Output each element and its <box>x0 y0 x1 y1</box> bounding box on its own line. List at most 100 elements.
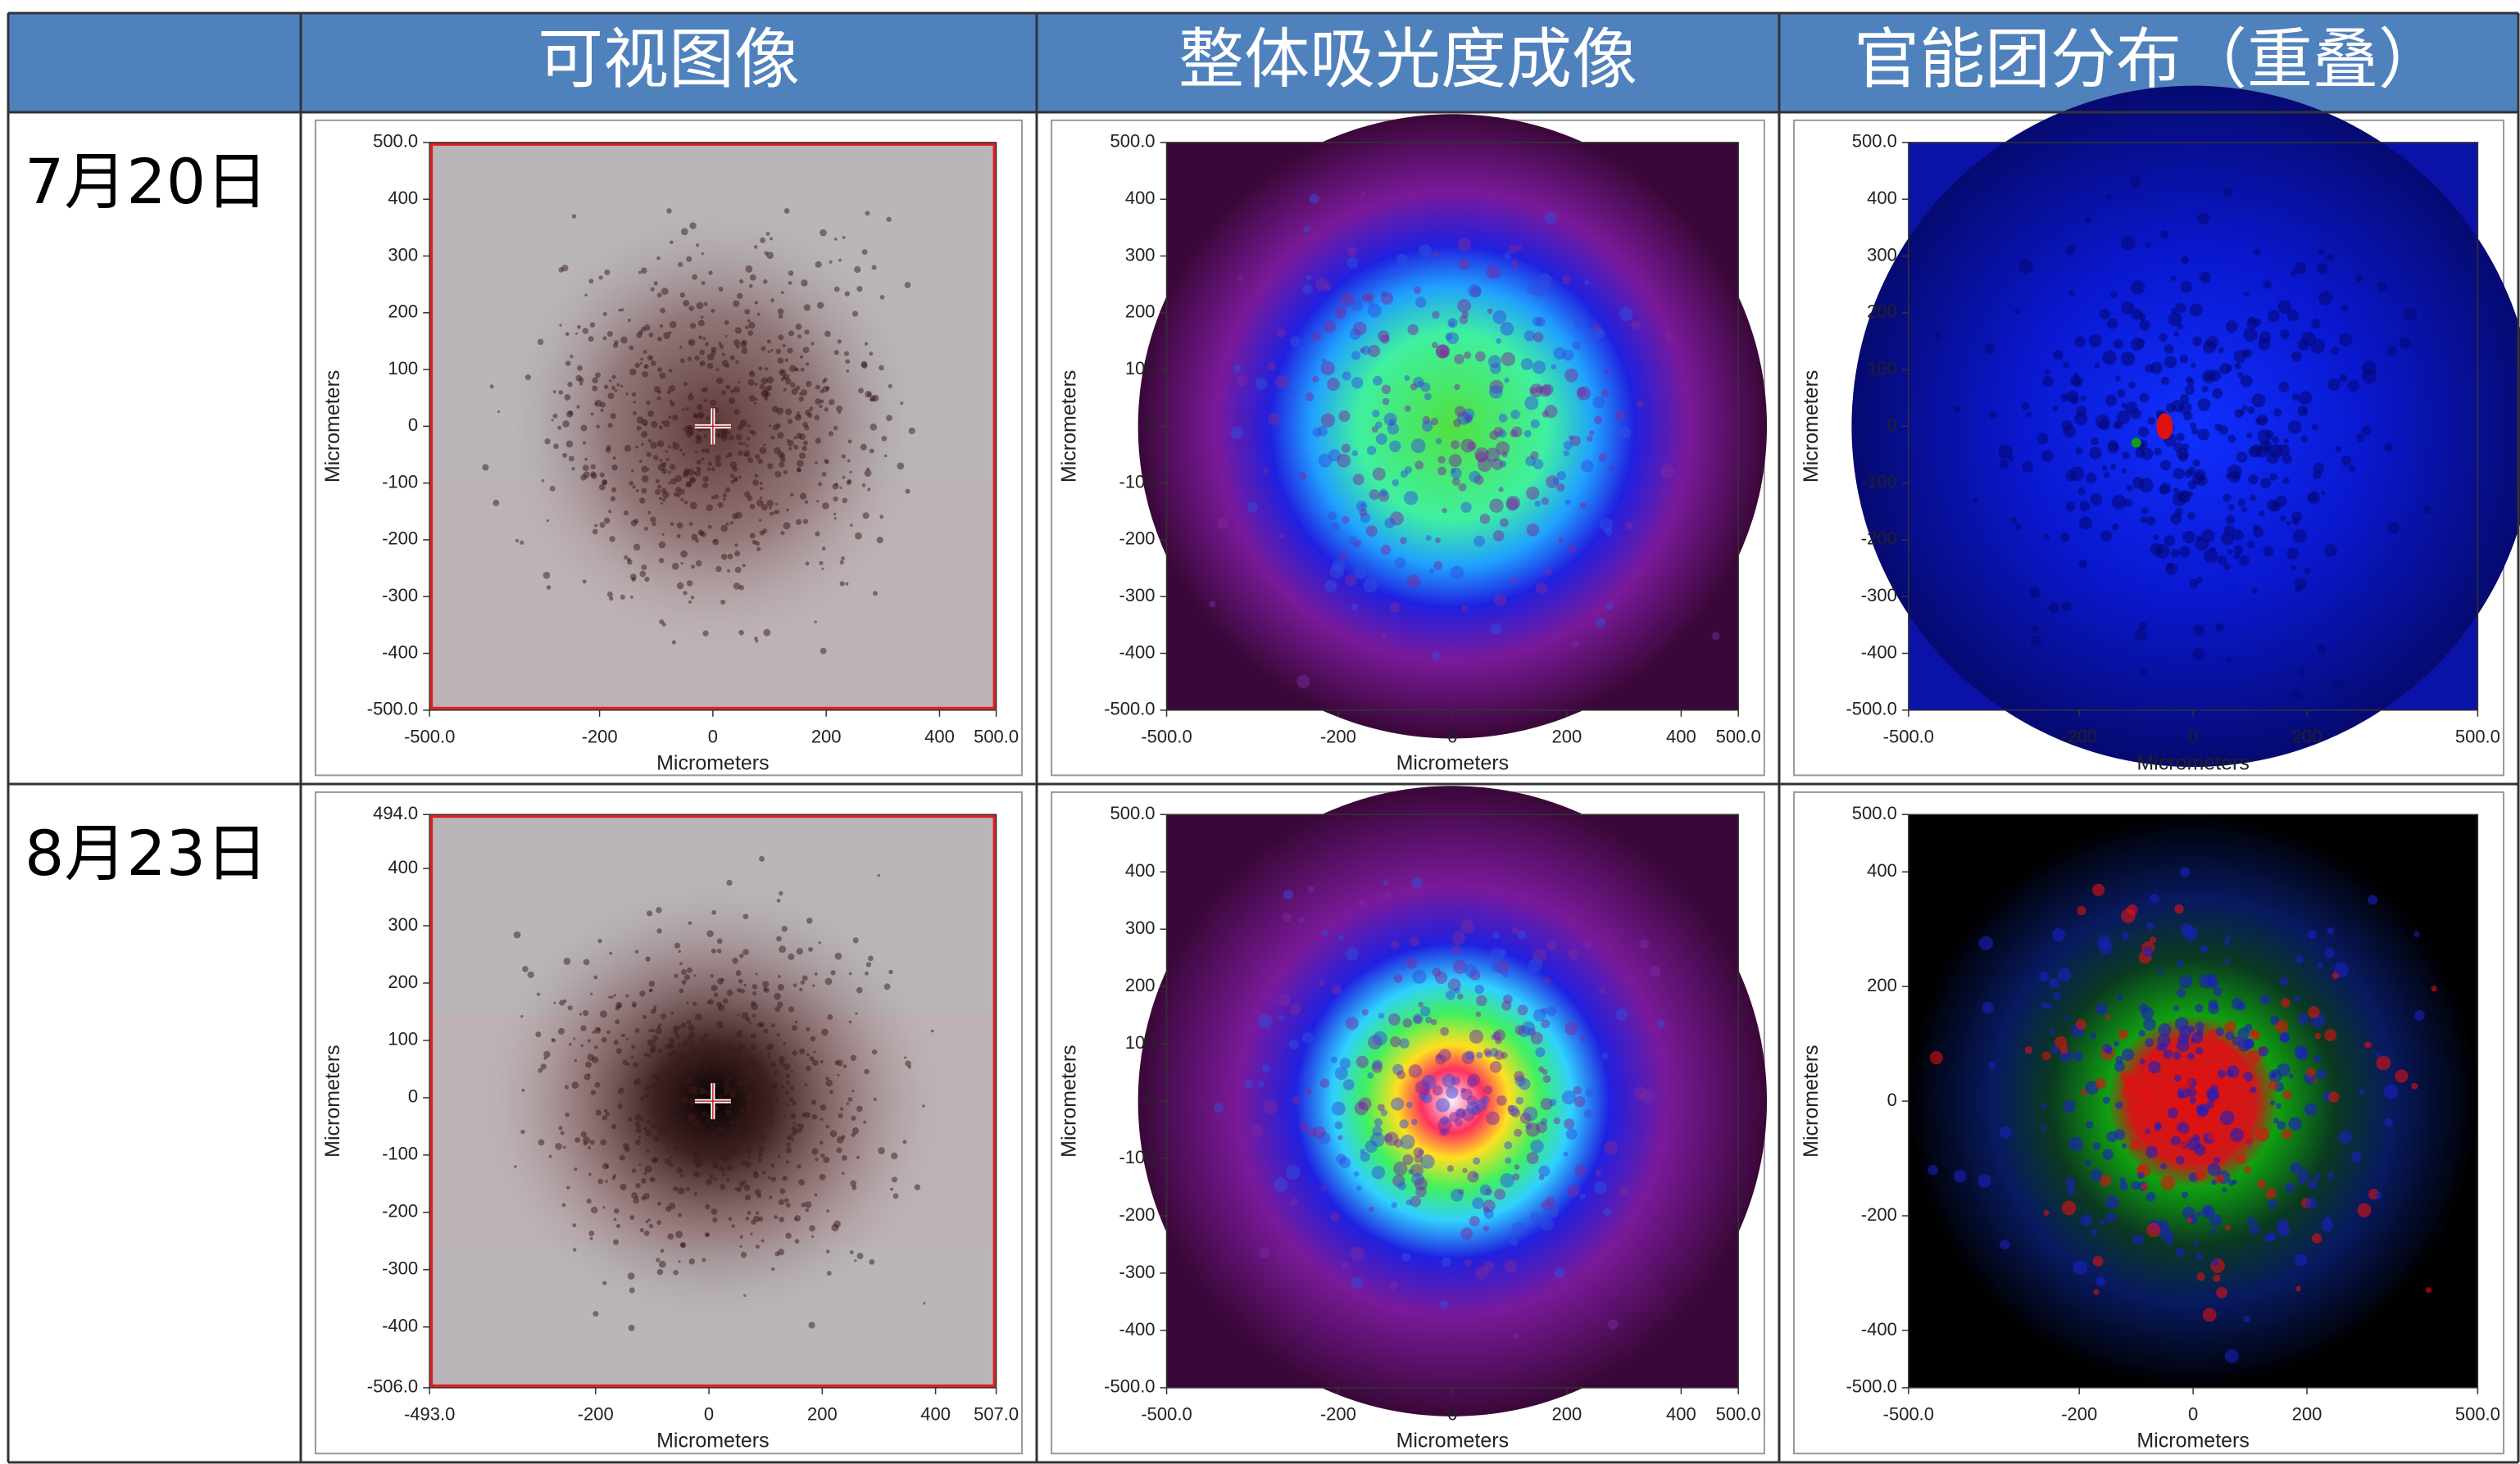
y-tick-label: -200 <box>1119 528 1156 549</box>
speck <box>801 1113 806 1117</box>
blob <box>1298 918 1304 923</box>
speck <box>604 518 611 524</box>
speck <box>620 1184 627 1190</box>
blob <box>1458 258 1469 270</box>
speck <box>830 1131 838 1138</box>
speck <box>652 1122 658 1129</box>
blob <box>1278 994 1290 1006</box>
speck <box>777 1001 783 1007</box>
blob <box>2196 1272 2204 1280</box>
speck <box>635 950 638 954</box>
blob <box>1440 1027 1449 1036</box>
blob <box>1343 1079 1355 1090</box>
speck <box>710 1175 715 1180</box>
speck <box>650 989 653 992</box>
speck <box>838 1113 843 1118</box>
y-tick-label: -300 <box>382 1258 418 1279</box>
blob <box>2214 987 2223 996</box>
speck <box>717 433 723 438</box>
blob <box>1409 1064 1423 1078</box>
blob <box>2348 380 2359 392</box>
blob <box>1280 533 1285 538</box>
speck <box>879 514 883 519</box>
y-tick-label: -300 <box>1861 585 1897 605</box>
blob <box>1568 949 1579 960</box>
speck <box>825 460 829 465</box>
speck <box>749 1022 751 1024</box>
speck <box>662 533 665 536</box>
speck <box>776 424 781 428</box>
speck <box>671 1049 677 1055</box>
blob <box>2141 507 2149 514</box>
speck <box>711 985 718 991</box>
blob <box>2294 995 2300 1002</box>
speck <box>653 1135 660 1142</box>
speck <box>729 435 734 441</box>
blob <box>1473 1158 1480 1165</box>
speck <box>611 496 615 501</box>
blob <box>1603 1208 1611 1216</box>
blob <box>2318 248 2324 255</box>
speck <box>835 953 842 960</box>
speck <box>683 591 687 595</box>
blob <box>1982 1001 1994 1013</box>
speck <box>779 891 783 895</box>
speck <box>743 1185 750 1191</box>
speck <box>779 462 784 468</box>
blob <box>2195 1253 2202 1259</box>
speck <box>794 1215 801 1222</box>
blob <box>2105 394 2118 406</box>
blob <box>1504 1141 1512 1149</box>
speck <box>765 367 768 370</box>
blob <box>1452 931 1465 945</box>
speck <box>891 1153 897 1159</box>
blob <box>1601 390 1609 397</box>
speck <box>659 542 666 549</box>
blob <box>1989 411 1997 419</box>
speck <box>688 921 692 925</box>
x-tick-label: 0 <box>704 1404 714 1425</box>
blob <box>2117 389 2125 397</box>
blob <box>2113 444 2118 450</box>
blob <box>1392 1202 1397 1208</box>
speck <box>790 1113 796 1119</box>
speck <box>767 339 771 343</box>
blob <box>1934 333 1941 340</box>
y-tick-label: -400 <box>1119 641 1156 662</box>
speck <box>783 1115 786 1117</box>
blob <box>2317 644 2327 654</box>
blob <box>2060 533 2070 542</box>
blob <box>1510 410 1520 419</box>
blob <box>2079 501 2090 511</box>
speck <box>652 1083 657 1089</box>
speck <box>689 1145 693 1149</box>
blob <box>1306 274 1312 280</box>
blob <box>1353 322 1367 336</box>
speck <box>702 1111 706 1116</box>
blob <box>1346 256 1358 268</box>
blob <box>2300 435 2308 442</box>
speck <box>670 241 674 245</box>
speck <box>765 988 770 993</box>
y-tick-label: -300 <box>382 585 418 605</box>
blob <box>1557 471 1566 480</box>
speck <box>740 419 747 427</box>
blob <box>1609 465 1614 470</box>
blob <box>2041 1104 2046 1109</box>
x-axis-label: Micrometers <box>1396 1430 1510 1453</box>
blob <box>2115 1101 2123 1108</box>
blob <box>1372 410 1379 417</box>
blob <box>2377 282 2387 292</box>
blob <box>1233 365 1241 372</box>
blob <box>2041 450 2054 462</box>
speck <box>870 449 874 454</box>
speck <box>701 281 705 285</box>
speck <box>557 426 561 430</box>
blob <box>1460 919 1474 933</box>
blob <box>2414 1010 2425 1021</box>
speck <box>842 1172 844 1174</box>
speck <box>725 335 728 338</box>
y-tick-label: 100 <box>1125 1032 1156 1053</box>
blob <box>1502 451 1508 457</box>
speck <box>813 1051 815 1054</box>
